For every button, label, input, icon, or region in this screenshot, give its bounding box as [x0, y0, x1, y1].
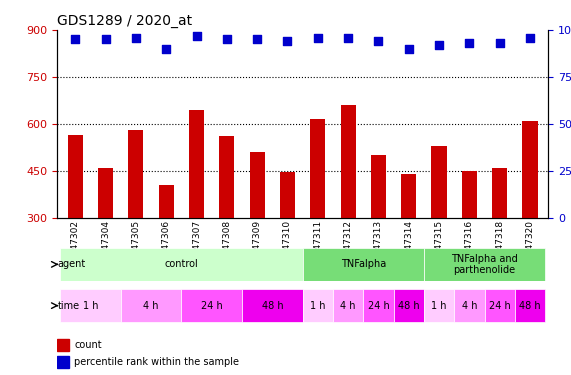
Text: 1 h: 1 h [431, 301, 447, 310]
Bar [310, 119, 325, 311]
Text: 24 h: 24 h [201, 301, 223, 310]
FancyBboxPatch shape [60, 248, 303, 280]
Bar [340, 105, 356, 311]
Text: 4 h: 4 h [340, 301, 356, 310]
Point [222, 36, 231, 42]
Bar [462, 171, 477, 311]
FancyBboxPatch shape [424, 248, 545, 280]
Bar [57, 339, 69, 351]
Bar [371, 155, 386, 311]
Point [101, 36, 110, 42]
Point [525, 34, 534, 40]
Text: TNFalpha and
parthenolide: TNFalpha and parthenolide [451, 254, 518, 275]
Text: 48 h: 48 h [519, 301, 541, 310]
Text: 48 h: 48 h [398, 301, 420, 310]
Point [313, 34, 323, 40]
Bar [280, 172, 295, 311]
Point [131, 34, 140, 40]
Text: 1 h: 1 h [310, 301, 325, 310]
FancyBboxPatch shape [303, 290, 333, 322]
FancyBboxPatch shape [393, 290, 424, 322]
Bar [250, 152, 265, 311]
Bar [128, 130, 143, 311]
FancyBboxPatch shape [242, 290, 303, 322]
Bar [159, 185, 174, 311]
Bar [98, 168, 113, 311]
Point [465, 40, 474, 46]
Point [192, 33, 201, 39]
Point [435, 42, 444, 48]
Point [374, 38, 383, 44]
Text: GDS1289 / 2020_at: GDS1289 / 2020_at [57, 13, 192, 28]
Text: percentile rank within the sample: percentile rank within the sample [74, 357, 239, 367]
FancyBboxPatch shape [182, 290, 242, 322]
FancyBboxPatch shape [303, 248, 424, 280]
FancyBboxPatch shape [60, 290, 120, 322]
Point [404, 46, 413, 52]
Bar [189, 110, 204, 311]
Point [283, 38, 292, 44]
Bar [522, 121, 537, 311]
Point [344, 34, 353, 40]
Text: 24 h: 24 h [368, 301, 389, 310]
FancyBboxPatch shape [515, 290, 545, 322]
Text: 4 h: 4 h [461, 301, 477, 310]
Bar [492, 168, 507, 311]
FancyBboxPatch shape [333, 290, 363, 322]
Text: time: time [58, 301, 80, 310]
Text: agent: agent [58, 260, 86, 269]
Bar [401, 174, 416, 311]
Text: 1 h: 1 h [83, 301, 98, 310]
Text: count: count [74, 340, 102, 350]
Bar [68, 135, 83, 311]
Text: TNFalpha: TNFalpha [341, 260, 386, 269]
Point [162, 46, 171, 52]
FancyBboxPatch shape [454, 290, 485, 322]
Point [71, 36, 80, 42]
Text: 24 h: 24 h [489, 301, 510, 310]
FancyBboxPatch shape [120, 290, 182, 322]
Text: control: control [164, 260, 198, 269]
Bar [57, 356, 69, 368]
Point [252, 36, 262, 42]
FancyBboxPatch shape [485, 290, 515, 322]
FancyBboxPatch shape [363, 290, 393, 322]
Text: 48 h: 48 h [262, 301, 283, 310]
FancyBboxPatch shape [424, 290, 454, 322]
Bar [432, 146, 447, 311]
Text: 4 h: 4 h [143, 301, 159, 310]
Point [495, 40, 504, 46]
Bar [219, 136, 235, 311]
